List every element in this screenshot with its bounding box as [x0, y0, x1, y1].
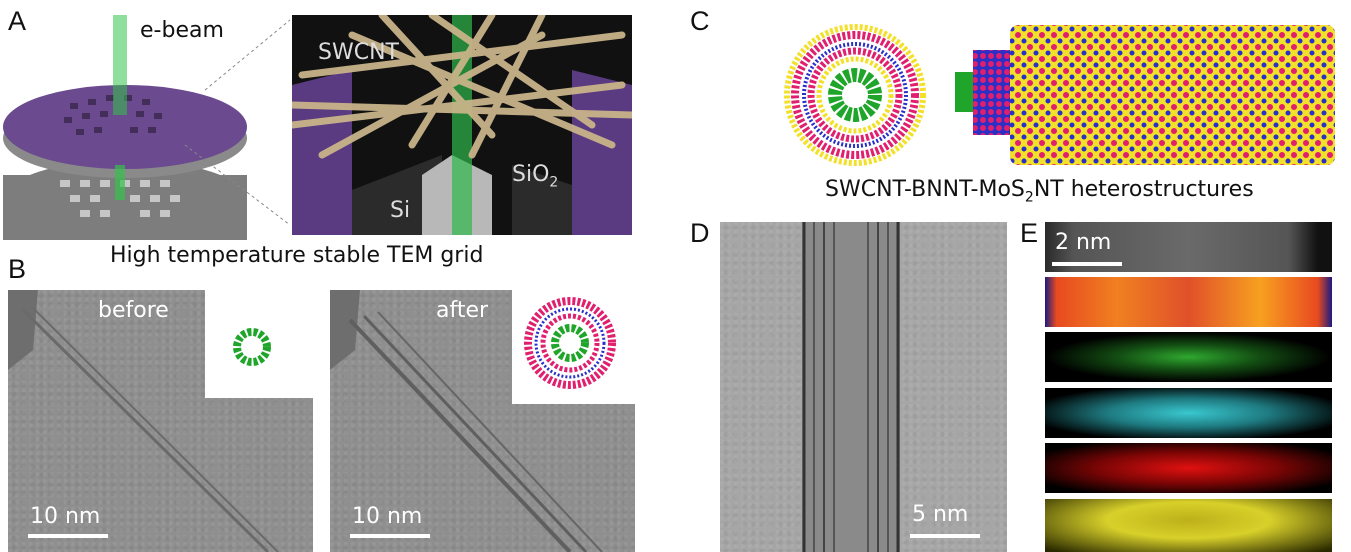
- swcnt-crosssection-icon: [233, 328, 271, 366]
- scale-label-e: 2 nm: [1055, 230, 1112, 255]
- panel-c-caption: SWCNT-BNNT-MoS2NT heterostructures: [825, 177, 1254, 206]
- eds-map-yellow: [1045, 499, 1332, 552]
- tem-image-d: [720, 222, 1007, 552]
- eds-map-green: [1045, 332, 1332, 382]
- panel-label-b: B: [8, 254, 27, 284]
- eds-map-composite: [1045, 277, 1332, 327]
- scale-label-left: 10 nm: [30, 504, 101, 529]
- panel-label-a: A: [8, 6, 27, 36]
- scale-bar-e: [1052, 262, 1122, 266]
- scale-label-right: 10 nm: [352, 504, 423, 529]
- before-label: before: [98, 298, 169, 323]
- scale-bar-right: [350, 534, 430, 538]
- scale-bar-d: [910, 534, 980, 538]
- tem-grid-illustration: [3, 15, 290, 240]
- si-label: Si: [390, 198, 411, 223]
- panel-label-d: D: [690, 218, 710, 248]
- scale-label-d: 5 nm: [912, 502, 969, 527]
- panel-a-caption: High temperature stable TEM grid: [110, 243, 484, 268]
- ebeam-label: e-beam: [140, 18, 224, 43]
- heterostructure-crosssection-model: [784, 24, 926, 166]
- after-label: after: [436, 298, 489, 323]
- heterostructure-side-model: [955, 25, 1335, 165]
- panel-label-c: C: [690, 6, 710, 36]
- sio2-label: SiO2: [512, 162, 559, 191]
- eds-map-red: [1045, 443, 1332, 493]
- swcnt-label: SWCNT: [318, 40, 399, 65]
- tem-image-after: [330, 290, 635, 552]
- scale-bar-left: [28, 534, 108, 538]
- heterostructure-crosssection-icon: [524, 297, 616, 389]
- eds-map-cyan: [1045, 388, 1332, 438]
- panel-label-e: E: [1020, 218, 1039, 248]
- swcnt-grid-closeup: [292, 15, 632, 235]
